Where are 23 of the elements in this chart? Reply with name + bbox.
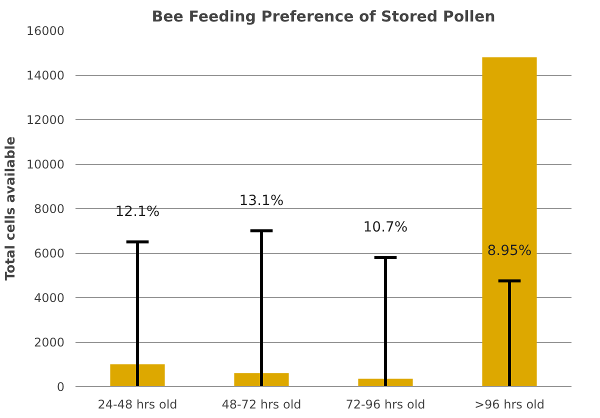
y-tick-label: 2000 xyxy=(34,336,65,350)
x-tick-label: >96 hrs old xyxy=(474,398,545,412)
annotation: 13.1% xyxy=(239,192,284,209)
y-tick-label: 10000 xyxy=(26,158,65,172)
annotation: 10.7% xyxy=(363,219,408,236)
bar xyxy=(110,364,165,386)
x-tick-label: 48-72 hrs old xyxy=(222,398,302,412)
y-axis-title: Total cells available xyxy=(3,136,18,281)
y-tick-label: 6000 xyxy=(34,246,65,260)
x-tick-label: 72-96 hrs old xyxy=(346,398,426,412)
chart-title: Bee Feeding Preference of Stored Pollen xyxy=(152,8,496,26)
annotation: 12.1% xyxy=(115,204,160,220)
y-tick-label: 4000 xyxy=(34,291,65,305)
bar xyxy=(234,373,289,386)
y-tick-label: 8000 xyxy=(34,202,65,216)
y-tick-label: 0 xyxy=(56,380,65,394)
y-tick-label: 14000 xyxy=(26,68,65,82)
y-tick-label: 12000 xyxy=(26,113,65,127)
annotation: 8.95% xyxy=(487,242,532,259)
y-tick-label: 16000 xyxy=(26,24,65,38)
x-tick-label: 24-48 hrs old xyxy=(98,398,178,412)
bar xyxy=(482,57,537,386)
bar xyxy=(358,378,413,386)
